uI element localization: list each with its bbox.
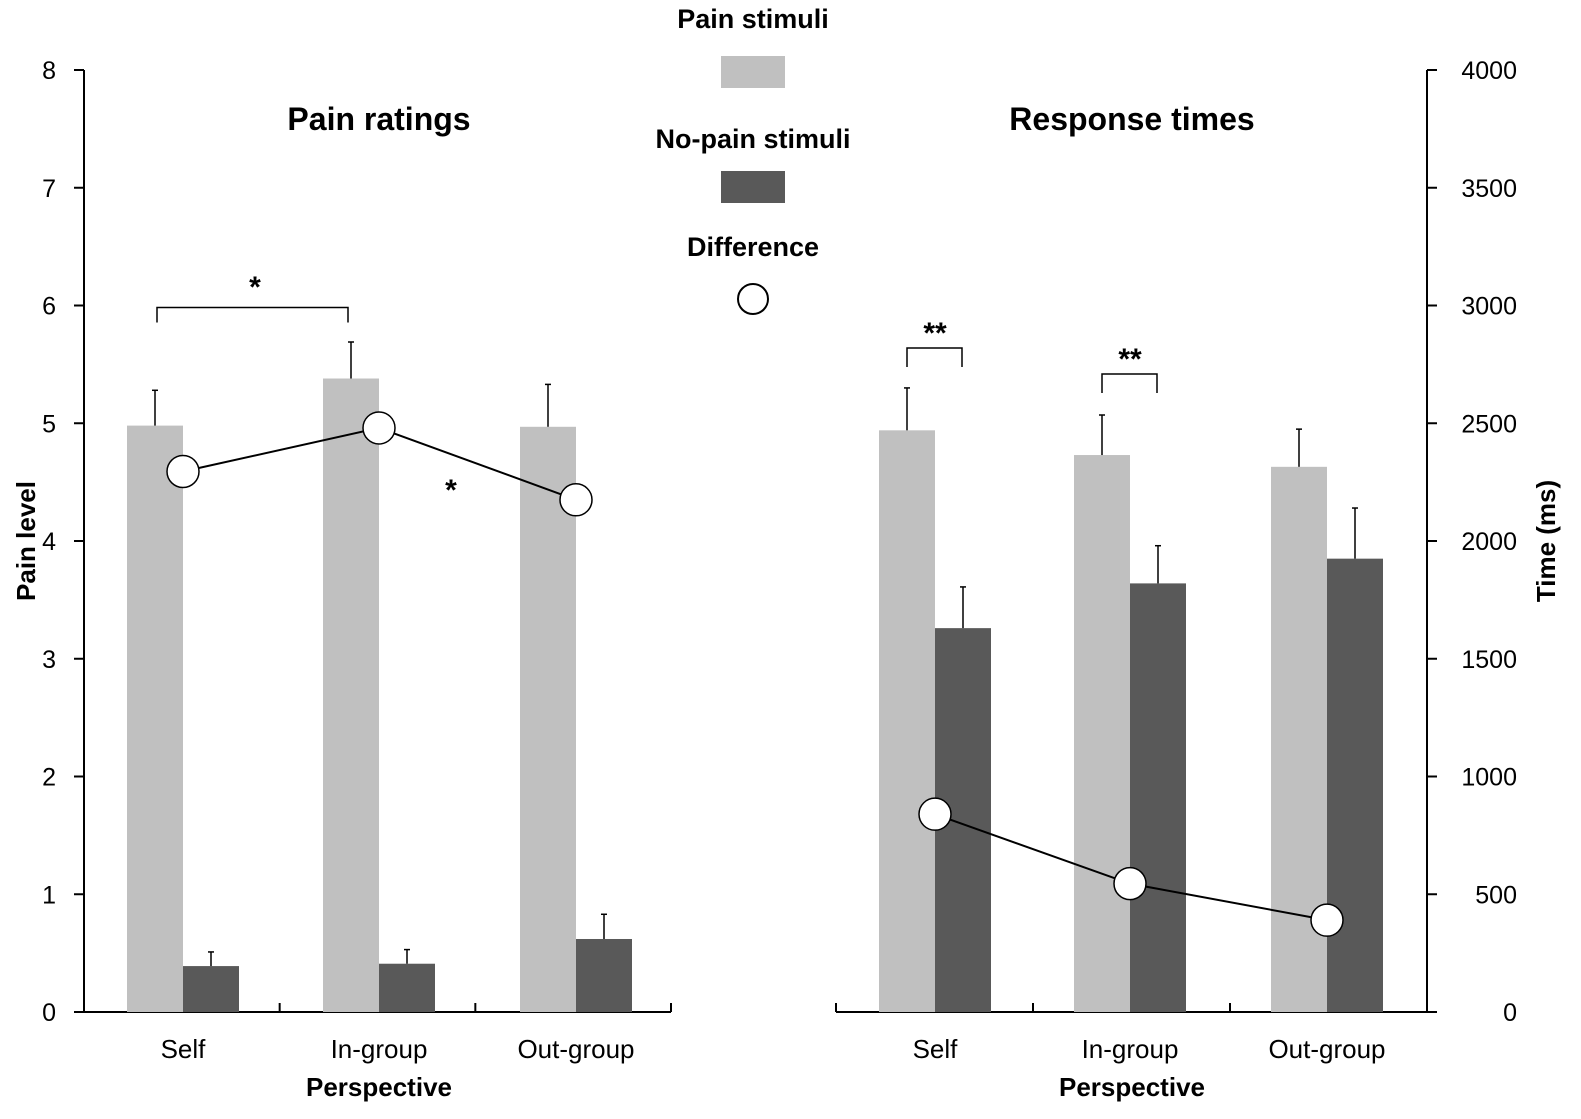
y-tick-label: 2 — [42, 764, 56, 792]
pain-bar — [323, 378, 379, 1012]
difference-point — [166, 454, 200, 489]
difference-point — [918, 797, 952, 831]
y-tick-label: 6 — [42, 293, 56, 321]
category-label: Out-group — [517, 1034, 634, 1064]
pain-bar — [1074, 455, 1130, 1013]
legend-swatch-pain — [721, 56, 785, 88]
y-tick-label: 1 — [42, 881, 56, 909]
significance-star: * — [249, 271, 261, 304]
y-tick-label: 500 — [1475, 881, 1517, 909]
y-tick-label: 0 — [42, 999, 56, 1027]
pain-bar — [127, 425, 183, 1013]
y-tick-label: 3500 — [1461, 175, 1517, 203]
y-tick-label: 1000 — [1461, 764, 1517, 792]
difference-point — [362, 411, 396, 445]
y-tick-label: 0 — [1503, 999, 1517, 1027]
y-tick-label: 7 — [42, 175, 56, 203]
difference-point — [1310, 903, 1344, 937]
y-tick-label: 2500 — [1461, 410, 1517, 438]
y-tick-label: 2000 — [1461, 528, 1517, 556]
significance-bracket — [906, 347, 963, 367]
no-pain-bar — [1130, 583, 1186, 1012]
y-tick-label: 5 — [42, 410, 56, 438]
category-label: Self — [913, 1034, 959, 1064]
no-pain-bar — [183, 966, 239, 1012]
category-label: In-group — [1082, 1034, 1179, 1064]
legend-marker-difference — [737, 283, 769, 315]
difference-point — [1113, 866, 1147, 901]
y-axis-title: Pain level — [11, 481, 41, 601]
chart-title: Response times — [1009, 101, 1254, 137]
significance-star: ** — [1118, 343, 1142, 376]
legend-label-no-pain: No-pain stimuli — [656, 124, 851, 154]
significance-bracket — [156, 306, 349, 323]
category-label: Self — [161, 1034, 207, 1064]
response-times-panel: Response times 0 500 1000 1500 2000 2500 3000 35… — [835, 57, 1561, 1102]
pain-bar — [520, 426, 576, 1013]
no-pain-bar — [379, 963, 435, 1012]
y-tick-label: 1500 — [1461, 646, 1517, 674]
significance-star: * — [445, 474, 457, 507]
y-tick-label: 3 — [42, 646, 56, 674]
x-axis-title: Perspective — [1059, 1072, 1205, 1102]
chart-title: Pain ratings — [287, 101, 470, 137]
category-label: In-group — [331, 1034, 428, 1064]
x-axis-title: Perspective — [306, 1072, 452, 1102]
pain-ratings-panel: Pain ratings 0 1 2 3 4 5 6 7 8 Pain level Perspecti… — [11, 57, 672, 1102]
pain-bar — [879, 430, 935, 1012]
y-tick-label: 4000 — [1461, 57, 1517, 85]
y-tick-label: 4 — [42, 528, 56, 556]
legend-label-difference: Difference — [687, 232, 819, 262]
no-pain-bar — [576, 938, 632, 1012]
difference-point — [559, 483, 593, 517]
category-label: Out-group — [1268, 1034, 1385, 1064]
legend-swatch-no-pain — [721, 171, 785, 203]
legend: Pain stimuli No-pain stimuli Difference — [656, 4, 851, 315]
y-tick-label: 8 — [42, 57, 56, 85]
y-axis-title: Time (ms) — [1531, 480, 1561, 602]
no-pain-bar — [1327, 558, 1383, 1012]
legend-label-pain: Pain stimuli — [677, 4, 829, 34]
significance-bracket — [1101, 373, 1158, 393]
y-tick-label: 3000 — [1461, 293, 1517, 321]
significance-star: ** — [923, 317, 947, 350]
